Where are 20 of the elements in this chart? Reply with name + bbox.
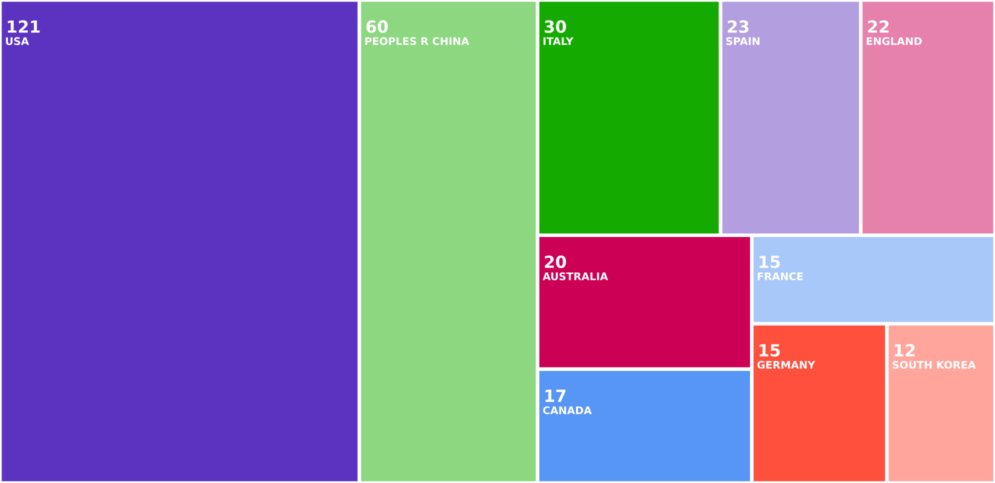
category-label: USA: [6, 37, 29, 46]
data-label: 30: [544, 20, 566, 33]
data-label: 20: [544, 256, 566, 268]
category-label: SOUTH KOREA: [892, 360, 976, 369]
category-label: GERMANY: [757, 360, 816, 369]
category-label: SPAIN: [726, 37, 760, 46]
category-label: CANADA: [543, 406, 592, 414]
data-label: 15: [760, 344, 780, 357]
data-label: 121: [8, 20, 40, 33]
data-label: 15: [760, 256, 780, 268]
category-label: ENGLAND: [866, 37, 922, 46]
data-label: 17: [545, 390, 566, 402]
category-label: ITALY: [544, 37, 574, 45]
data-label: 12: [894, 344, 915, 356]
category-label: AUSTRALIA: [542, 272, 608, 280]
category-label: PEOPLES R CHINA: [365, 37, 470, 46]
data-label: 22: [868, 20, 889, 33]
data-label: 60: [366, 20, 388, 33]
data-label: 23: [728, 20, 748, 33]
category-label: FRANCE: [758, 272, 803, 280]
